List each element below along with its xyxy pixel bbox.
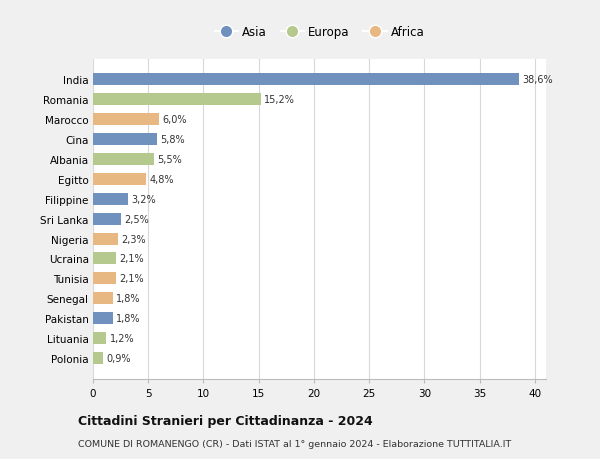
Text: 15,2%: 15,2% (264, 95, 295, 105)
Bar (93, 253, 116, 265)
Text: 2,1%: 2,1% (119, 274, 144, 284)
Bar (93, 154, 154, 166)
Bar (93, 134, 157, 146)
Text: 5,5%: 5,5% (157, 155, 182, 165)
Bar (93, 352, 103, 364)
Text: 2,3%: 2,3% (122, 234, 146, 244)
Bar (93, 313, 113, 325)
Bar (93, 233, 118, 245)
Bar (93, 114, 159, 126)
Bar (93, 293, 113, 305)
Text: 0,9%: 0,9% (106, 353, 131, 363)
Text: 2,5%: 2,5% (124, 214, 149, 224)
Text: 1,8%: 1,8% (116, 313, 141, 324)
Bar (93, 94, 261, 106)
Text: 2,1%: 2,1% (119, 254, 144, 264)
Bar (93, 332, 106, 344)
Text: 6,0%: 6,0% (163, 115, 187, 125)
Text: 1,8%: 1,8% (116, 294, 141, 303)
Text: 3,2%: 3,2% (131, 194, 156, 204)
Text: COMUNE DI ROMANENGO (CR) - Dati ISTAT al 1° gennaio 2024 - Elaborazione TUTTITAL: COMUNE DI ROMANENGO (CR) - Dati ISTAT al… (78, 439, 511, 448)
Text: 38,6%: 38,6% (523, 75, 553, 85)
Bar (93, 193, 128, 205)
Text: 4,8%: 4,8% (149, 174, 174, 185)
Bar (93, 174, 146, 185)
Text: Cittadini Stranieri per Cittadinanza - 2024: Cittadini Stranieri per Cittadinanza - 2… (78, 414, 373, 428)
Text: 5,8%: 5,8% (160, 135, 185, 145)
Bar (93, 74, 520, 86)
Text: 1,2%: 1,2% (110, 333, 134, 343)
Legend: Asia, Europa, Africa: Asia, Europa, Africa (210, 21, 429, 43)
Bar (93, 273, 116, 285)
Bar (93, 213, 121, 225)
